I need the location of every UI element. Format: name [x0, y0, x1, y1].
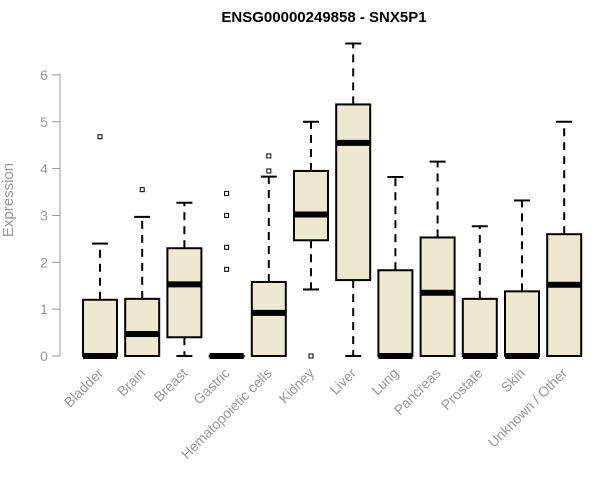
x-tick-label: Lung	[368, 365, 401, 398]
box-iqr	[125, 299, 159, 356]
x-tick-label: Prostate	[438, 365, 486, 413]
box-iqr	[547, 234, 581, 356]
box-iqr	[378, 270, 412, 356]
outlier-point	[267, 169, 271, 173]
box-kidney	[294, 122, 328, 358]
boxplot-chart: ENSG00000249858 - SNX5P1 Expression 0 1 2 3…	[0, 0, 600, 500]
outlier-point	[98, 135, 102, 139]
outlier-point	[225, 267, 229, 271]
outlier-point	[225, 191, 229, 195]
y-tick-label: 2	[40, 254, 48, 270]
y-axis-label: Expression	[0, 163, 17, 237]
y-tick-label: 0	[40, 348, 48, 364]
chart-title: ENSG00000249858 - SNX5P1	[221, 9, 426, 26]
y-tick-label: 3	[40, 207, 48, 223]
x-axis-labels: BladderBrainBreastGastricHematopoietic c…	[61, 365, 571, 462]
x-tick-label: Liver	[327, 365, 360, 398]
outlier-point	[225, 245, 229, 249]
box-skin	[505, 200, 539, 356]
box-iqr	[463, 299, 497, 356]
box-bladder	[83, 135, 117, 356]
y-tick-label: 1	[40, 301, 48, 317]
boxes-group	[83, 44, 581, 358]
x-tick-label: Pancreas	[391, 365, 444, 418]
box-lung	[378, 177, 412, 356]
box-gastric	[210, 191, 244, 356]
y-tick-label: 5	[40, 114, 48, 130]
x-tick-label: Bladder	[61, 365, 107, 411]
x-tick-label: Brain	[114, 365, 148, 399]
box-iqr	[252, 282, 286, 356]
box-liver	[336, 44, 370, 356]
box-iqr	[294, 171, 328, 240]
outlier-point	[140, 188, 144, 192]
y-tick-label: 6	[40, 67, 48, 83]
x-tick-label: Skin	[498, 365, 529, 396]
box-iqr	[421, 237, 455, 356]
box-iqr	[336, 104, 370, 280]
outlier-point	[267, 154, 271, 158]
y-axis-ticks: 0 1 2 3 4 5 6	[40, 67, 60, 364]
outlier-point	[309, 354, 313, 358]
box-pancreas	[421, 162, 455, 356]
box-iqr	[83, 300, 117, 356]
x-tick-label: Kidney	[276, 365, 318, 407]
box-iqr	[167, 248, 201, 337]
x-tick-label: Unknown / Other	[485, 365, 571, 451]
y-tick-label: 4	[40, 161, 48, 177]
x-tick-label: Breast	[151, 365, 191, 405]
box-prostate	[463, 226, 497, 356]
box-iqr	[505, 291, 539, 356]
box-unknown-other	[547, 122, 581, 356]
box-brain	[125, 188, 159, 356]
outlier-point	[225, 213, 229, 217]
box-breast	[167, 203, 201, 356]
box-hematopoietic-cells	[252, 154, 286, 356]
